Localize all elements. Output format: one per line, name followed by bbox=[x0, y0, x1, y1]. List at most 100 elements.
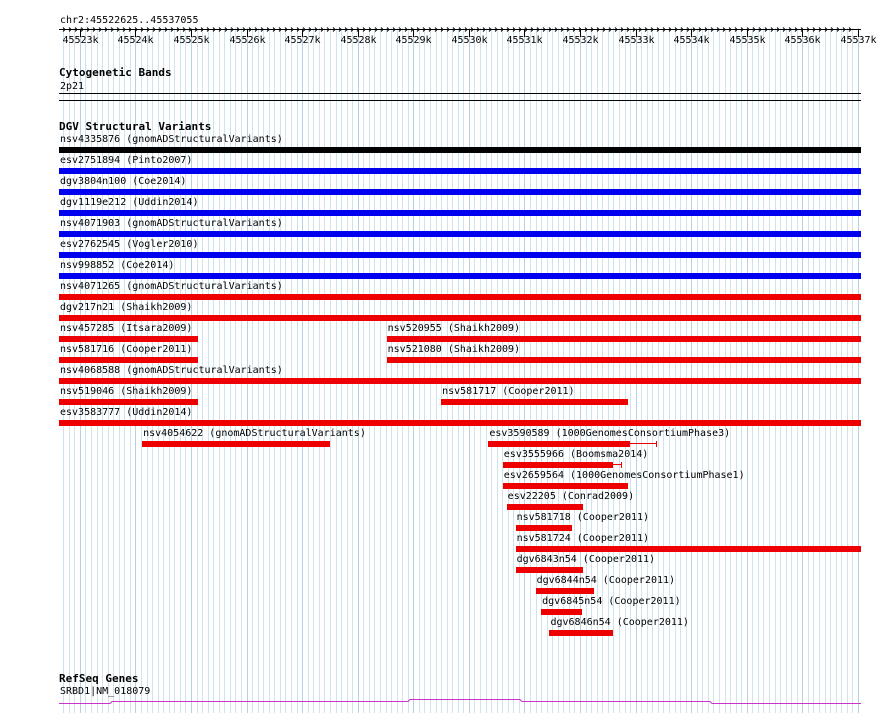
ruler-arrow bbox=[350, 27, 354, 32]
ruler-arrow bbox=[572, 27, 576, 32]
ruler-arrow bbox=[476, 27, 480, 32]
variant-label[interactable]: esv2751894 (Pinto2007) bbox=[60, 155, 193, 166]
variant-bar[interactable] bbox=[502, 483, 628, 489]
ruler-arrow bbox=[764, 27, 768, 32]
variant-label[interactable]: nsv457285 (Itsara2009) bbox=[60, 323, 193, 334]
variant-label[interactable]: nsv520955 (Shaikh2009) bbox=[387, 323, 521, 334]
variant-bar[interactable] bbox=[142, 441, 330, 447]
variant-bar[interactable] bbox=[59, 399, 198, 405]
ruler-arrow bbox=[590, 27, 594, 32]
variant-label[interactable]: nsv4335876 (gnomADStructuralVariants) bbox=[60, 134, 283, 145]
variant-label[interactable]: nsv581716 (Cooper2011) bbox=[60, 344, 193, 355]
variant-label[interactable]: nsv998852 (Coe2014) bbox=[60, 260, 175, 271]
ruler-arrow bbox=[500, 27, 504, 32]
ruler-arrow bbox=[662, 27, 666, 32]
variant-label[interactable]: dgv1119e212 (Uddin2014) bbox=[60, 197, 199, 208]
ruler-arrow bbox=[212, 27, 216, 32]
variant-label[interactable]: nsv581718 (Cooper2011) bbox=[516, 512, 650, 523]
variant-bar[interactable] bbox=[502, 462, 614, 468]
ruler-arrow bbox=[686, 27, 690, 32]
ruler-arrow bbox=[488, 27, 492, 32]
ruler-tick-label: 45532k bbox=[562, 35, 599, 46]
variant-bar[interactable] bbox=[59, 252, 861, 258]
ruler-arrow bbox=[770, 27, 774, 32]
ruler-arrow bbox=[524, 27, 528, 32]
variant-label[interactable]: nsv581717 (Cooper2011) bbox=[442, 386, 575, 397]
variant-label[interactable]: nsv521080 (Shaikh2009) bbox=[387, 344, 521, 355]
variant-label[interactable]: dgv6846n54 (Cooper2011) bbox=[550, 617, 689, 628]
ruler-arrow bbox=[758, 27, 762, 32]
variant-label[interactable]: nsv581724 (Cooper2011) bbox=[516, 533, 650, 544]
ruler-arrow bbox=[260, 27, 264, 32]
ruler-arrow bbox=[248, 27, 252, 32]
variant-bar[interactable] bbox=[59, 357, 198, 363]
variant-bar[interactable] bbox=[441, 399, 628, 405]
ruler-tick-label: 45528k bbox=[340, 35, 377, 46]
variant-bar[interactable] bbox=[59, 231, 861, 237]
variant-bar[interactable] bbox=[549, 630, 614, 636]
cytoband-bar bbox=[59, 93, 861, 94]
ruler-arrow bbox=[368, 27, 372, 32]
variant-label[interactable]: esv2762545 (Vogler2010) bbox=[60, 239, 199, 250]
variant-bar[interactable] bbox=[488, 441, 631, 447]
ruler-arrow bbox=[656, 27, 660, 32]
ruler-arrow bbox=[536, 27, 540, 32]
ruler-arrow bbox=[98, 27, 102, 32]
ruler-arrow bbox=[836, 27, 840, 32]
ruler-arrow bbox=[224, 27, 228, 32]
ruler-arrow bbox=[830, 27, 834, 32]
variant-label[interactable]: dgv3804n100 (Coe2014) bbox=[60, 176, 187, 187]
ruler-arrow bbox=[362, 27, 366, 32]
ruler-arrow bbox=[236, 27, 240, 32]
variant-bar[interactable] bbox=[59, 420, 861, 426]
variant-bar[interactable] bbox=[59, 315, 861, 321]
ruler-tick-label: 45537k bbox=[840, 35, 877, 46]
ruler-arrow bbox=[692, 27, 696, 32]
variant-bar[interactable] bbox=[535, 588, 595, 594]
variant-bar[interactable] bbox=[59, 210, 861, 216]
ruler-arrow bbox=[680, 27, 684, 32]
variant-label[interactable]: esv2659564 (1000GenomesConsortiumPhase1) bbox=[503, 470, 745, 481]
variant-label[interactable]: nsv4068588 (gnomADStructuralVariants) bbox=[60, 365, 283, 376]
variant-label[interactable]: esv3555966 (Boomsma2014) bbox=[503, 449, 649, 460]
variant-label[interactable]: esv22205 (Conrad2009) bbox=[507, 491, 635, 502]
variant-bar[interactable] bbox=[506, 504, 583, 510]
variant-label[interactable]: esv3590589 (1000GenomesConsortiumPhase3) bbox=[489, 428, 731, 439]
variant-bar[interactable] bbox=[515, 546, 861, 552]
ruler-arrow bbox=[560, 27, 564, 32]
variant-bar[interactable] bbox=[386, 336, 861, 342]
variant-label[interactable]: dgv6843n54 (Cooper2011) bbox=[516, 554, 656, 565]
variant-label[interactable]: nsv4054622 (gnomADStructuralVariants) bbox=[143, 428, 366, 439]
variant-label[interactable]: nsv4071265 (gnomADStructuralVariants) bbox=[60, 281, 283, 292]
variant-bar[interactable] bbox=[59, 378, 861, 384]
variant-bar[interactable] bbox=[515, 525, 572, 531]
ruler-arrow bbox=[128, 27, 132, 32]
ruler-arrow bbox=[344, 27, 348, 32]
variant-bar[interactable] bbox=[386, 357, 861, 363]
refseq-track-title: RefSeq Genes bbox=[59, 672, 139, 685]
variant-bar[interactable] bbox=[59, 147, 861, 153]
dgv-track-title: DGV Structural Variants bbox=[59, 120, 212, 133]
variant-bar[interactable] bbox=[515, 567, 583, 573]
variant-bar[interactable] bbox=[59, 294, 861, 300]
variant-bar[interactable] bbox=[59, 273, 861, 279]
variant-bar[interactable] bbox=[59, 168, 861, 174]
ruler-arrow bbox=[320, 27, 324, 32]
ruler-arrow bbox=[542, 27, 546, 32]
variant-bar[interactable] bbox=[59, 189, 861, 195]
ruler-arrow bbox=[494, 27, 498, 32]
ruler-arrow bbox=[170, 27, 174, 32]
variant-label[interactable]: nsv519046 (Shaikh2009) bbox=[60, 386, 193, 397]
ruler-tick-label: 45533k bbox=[618, 35, 655, 46]
variant-label[interactable]: dgv6844n54 (Cooper2011) bbox=[536, 575, 676, 586]
variant-bar[interactable] bbox=[59, 336, 198, 342]
variant-label[interactable]: dgv217n21 (Shaikh2009) bbox=[60, 302, 193, 313]
ruler-arrow bbox=[452, 27, 456, 32]
variant-label[interactable]: esv3583777 (Uddin2014) bbox=[60, 407, 193, 418]
variant-label[interactable]: nsv4071903 (gnomADStructuralVariants) bbox=[60, 218, 283, 229]
ruler-arrow bbox=[140, 27, 144, 32]
variant-bar[interactable] bbox=[541, 609, 582, 615]
ruler-tick-label: 45530k bbox=[451, 35, 488, 46]
variant-label[interactable]: dgv6845n54 (Cooper2011) bbox=[542, 596, 681, 607]
refseq-gene-label[interactable]: SRBD1|NM_018079 bbox=[60, 686, 151, 697]
